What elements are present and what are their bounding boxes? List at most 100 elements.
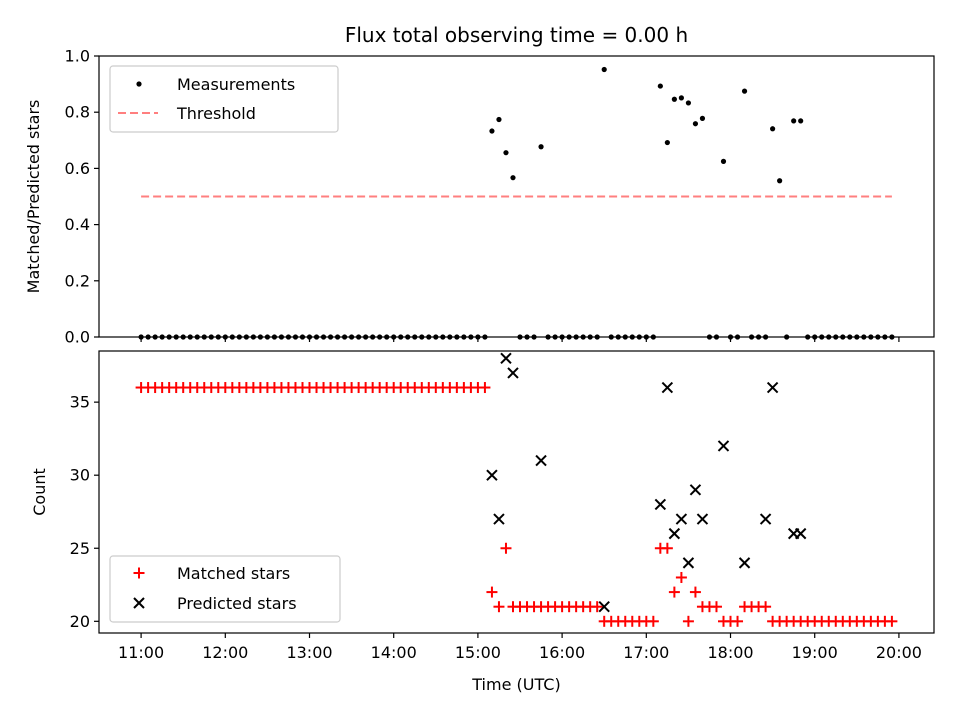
legend-measurements-label: Measurements <box>177 75 295 94</box>
predicted-star-d2 <box>717 440 730 452</box>
bottom-xtick-label: 16:00 <box>539 643 585 662</box>
bottom-axes-frame <box>98 350 935 634</box>
matched-star-point <box>760 601 772 613</box>
bottom-plot-area <box>135 352 898 627</box>
bottom-xaxis: 11:00 12:00 13:00 14:00 15:00 16:00 17:00 18:00… <box>118 633 922 662</box>
measurement-point <box>510 175 516 181</box>
predicted-star-point <box>500 352 512 365</box>
predicted-star-point <box>507 367 519 379</box>
measurement-point <box>777 178 783 184</box>
top-ytick-label: 0.4 <box>65 215 90 234</box>
predicted-star-point <box>654 498 667 511</box>
measurement-point <box>685 100 692 106</box>
predicted-star-point <box>759 513 772 525</box>
top-plot-area <box>138 66 895 340</box>
predicted-star-point <box>675 513 688 525</box>
matched-star-point <box>710 601 722 613</box>
predicted-star-d2 <box>675 513 688 525</box>
top-ytick-label: 0.0 <box>65 328 90 347</box>
bottom-xtick-label: 17:00 <box>623 643 669 662</box>
top-ylabel: Matched/Predicted stars <box>24 100 43 294</box>
legend-matched-marker <box>133 567 145 579</box>
predicted-star-point <box>661 381 674 394</box>
bottom-xlabel: Time (UTC) <box>471 675 560 694</box>
bottom-legend: Matched stars Predicted stars <box>109 555 341 623</box>
bottom-ytick-label: 35 <box>70 393 90 412</box>
predicted-star-point <box>668 527 681 540</box>
measurement-point <box>741 88 748 94</box>
predicted-star-d2 <box>689 484 702 496</box>
bottom-xtick-label: 12:00 <box>202 643 248 662</box>
top-axes-frame <box>98 55 935 338</box>
measurement-point <box>489 128 495 134</box>
top-ytick-label: 0.8 <box>65 103 90 122</box>
matched-star-point <box>675 571 687 583</box>
predicted-star-point <box>689 484 702 496</box>
measurement-point <box>496 116 502 123</box>
predicted-star-point <box>696 513 709 525</box>
bottom-yaxis: 20 25 30 35 <box>70 393 99 631</box>
measurement-point <box>601 66 607 73</box>
predicted-star-d2 <box>486 469 498 481</box>
measurement-point <box>692 121 699 127</box>
top-ytick-label: 1.0 <box>65 47 90 66</box>
measurement-point <box>720 158 727 164</box>
predicted-star-point <box>766 381 779 394</box>
predicted-star-d2 <box>507 367 519 379</box>
predicted-star-d2 <box>535 454 547 467</box>
matched-star-point <box>668 586 680 598</box>
predicted-star-point <box>794 527 807 540</box>
predicted-star-d2 <box>668 527 681 540</box>
top-legend-frame <box>109 65 339 133</box>
bottom-ytick-label: 30 <box>70 466 90 485</box>
chart-title: Flux total observing time = 0.00 h <box>345 23 688 47</box>
matched-star-point <box>886 615 898 627</box>
bottom-xtick-label: 11:00 <box>118 643 164 662</box>
top-ytick-label: 0.6 <box>65 159 90 178</box>
predicted-star-d2 <box>598 600 610 613</box>
predicted-star-d2 <box>738 557 751 569</box>
predicted-star-d2 <box>661 381 674 394</box>
matched-star-point <box>647 615 659 627</box>
matched-star-point <box>689 586 701 598</box>
bottom-xtick-label: 14:00 <box>371 643 417 662</box>
top-legend: Measurements Threshold <box>109 65 339 133</box>
predicted-star-d2 <box>500 352 512 365</box>
predicted-star-point <box>535 454 547 467</box>
bottom-legend-frame <box>109 555 341 623</box>
bottom-ytick-label: 20 <box>70 612 90 631</box>
predicted-star-d2 <box>493 513 505 525</box>
measurement-point <box>770 126 776 132</box>
predicted-star-point <box>682 557 695 569</box>
predicted-star-d2 <box>696 513 709 525</box>
measurement-point <box>671 96 677 102</box>
matched-star-point <box>500 542 512 554</box>
matched-star-point <box>591 601 603 613</box>
legend-predicted-marker <box>133 597 145 609</box>
predicted-star-point <box>486 469 498 481</box>
legend-matched-label: Matched stars <box>177 564 290 583</box>
bottom-xtick-label: 18:00 <box>707 643 753 662</box>
predicted-star-point <box>493 513 505 525</box>
predicted-star-d2 <box>682 557 695 569</box>
measurement-point <box>538 144 544 150</box>
measurement-point <box>503 150 509 156</box>
legend-predicted-label: Predicted stars <box>177 594 297 613</box>
predicted-star-d2 <box>794 527 807 540</box>
top-panel: Flux total observing time = 0.00 h 0.0 0.… <box>24 23 935 347</box>
matched-star-point <box>493 601 505 613</box>
bottom-ylabel: Count <box>30 468 49 516</box>
predicted-star-point <box>598 600 610 613</box>
matched-star-point <box>732 615 744 627</box>
matched-star-point <box>682 615 694 627</box>
bottom-xtick-label: 20:00 <box>876 643 922 662</box>
legend-threshold-label: Threshold <box>176 104 256 123</box>
bottom-ytick-label: 25 <box>70 539 90 558</box>
matched-star-point <box>661 542 673 554</box>
bottom-xtick-label: 19:00 <box>792 643 838 662</box>
legend-measurements-marker <box>136 81 142 87</box>
predicted-star-d2 <box>759 513 772 525</box>
measurement-point <box>678 95 684 101</box>
